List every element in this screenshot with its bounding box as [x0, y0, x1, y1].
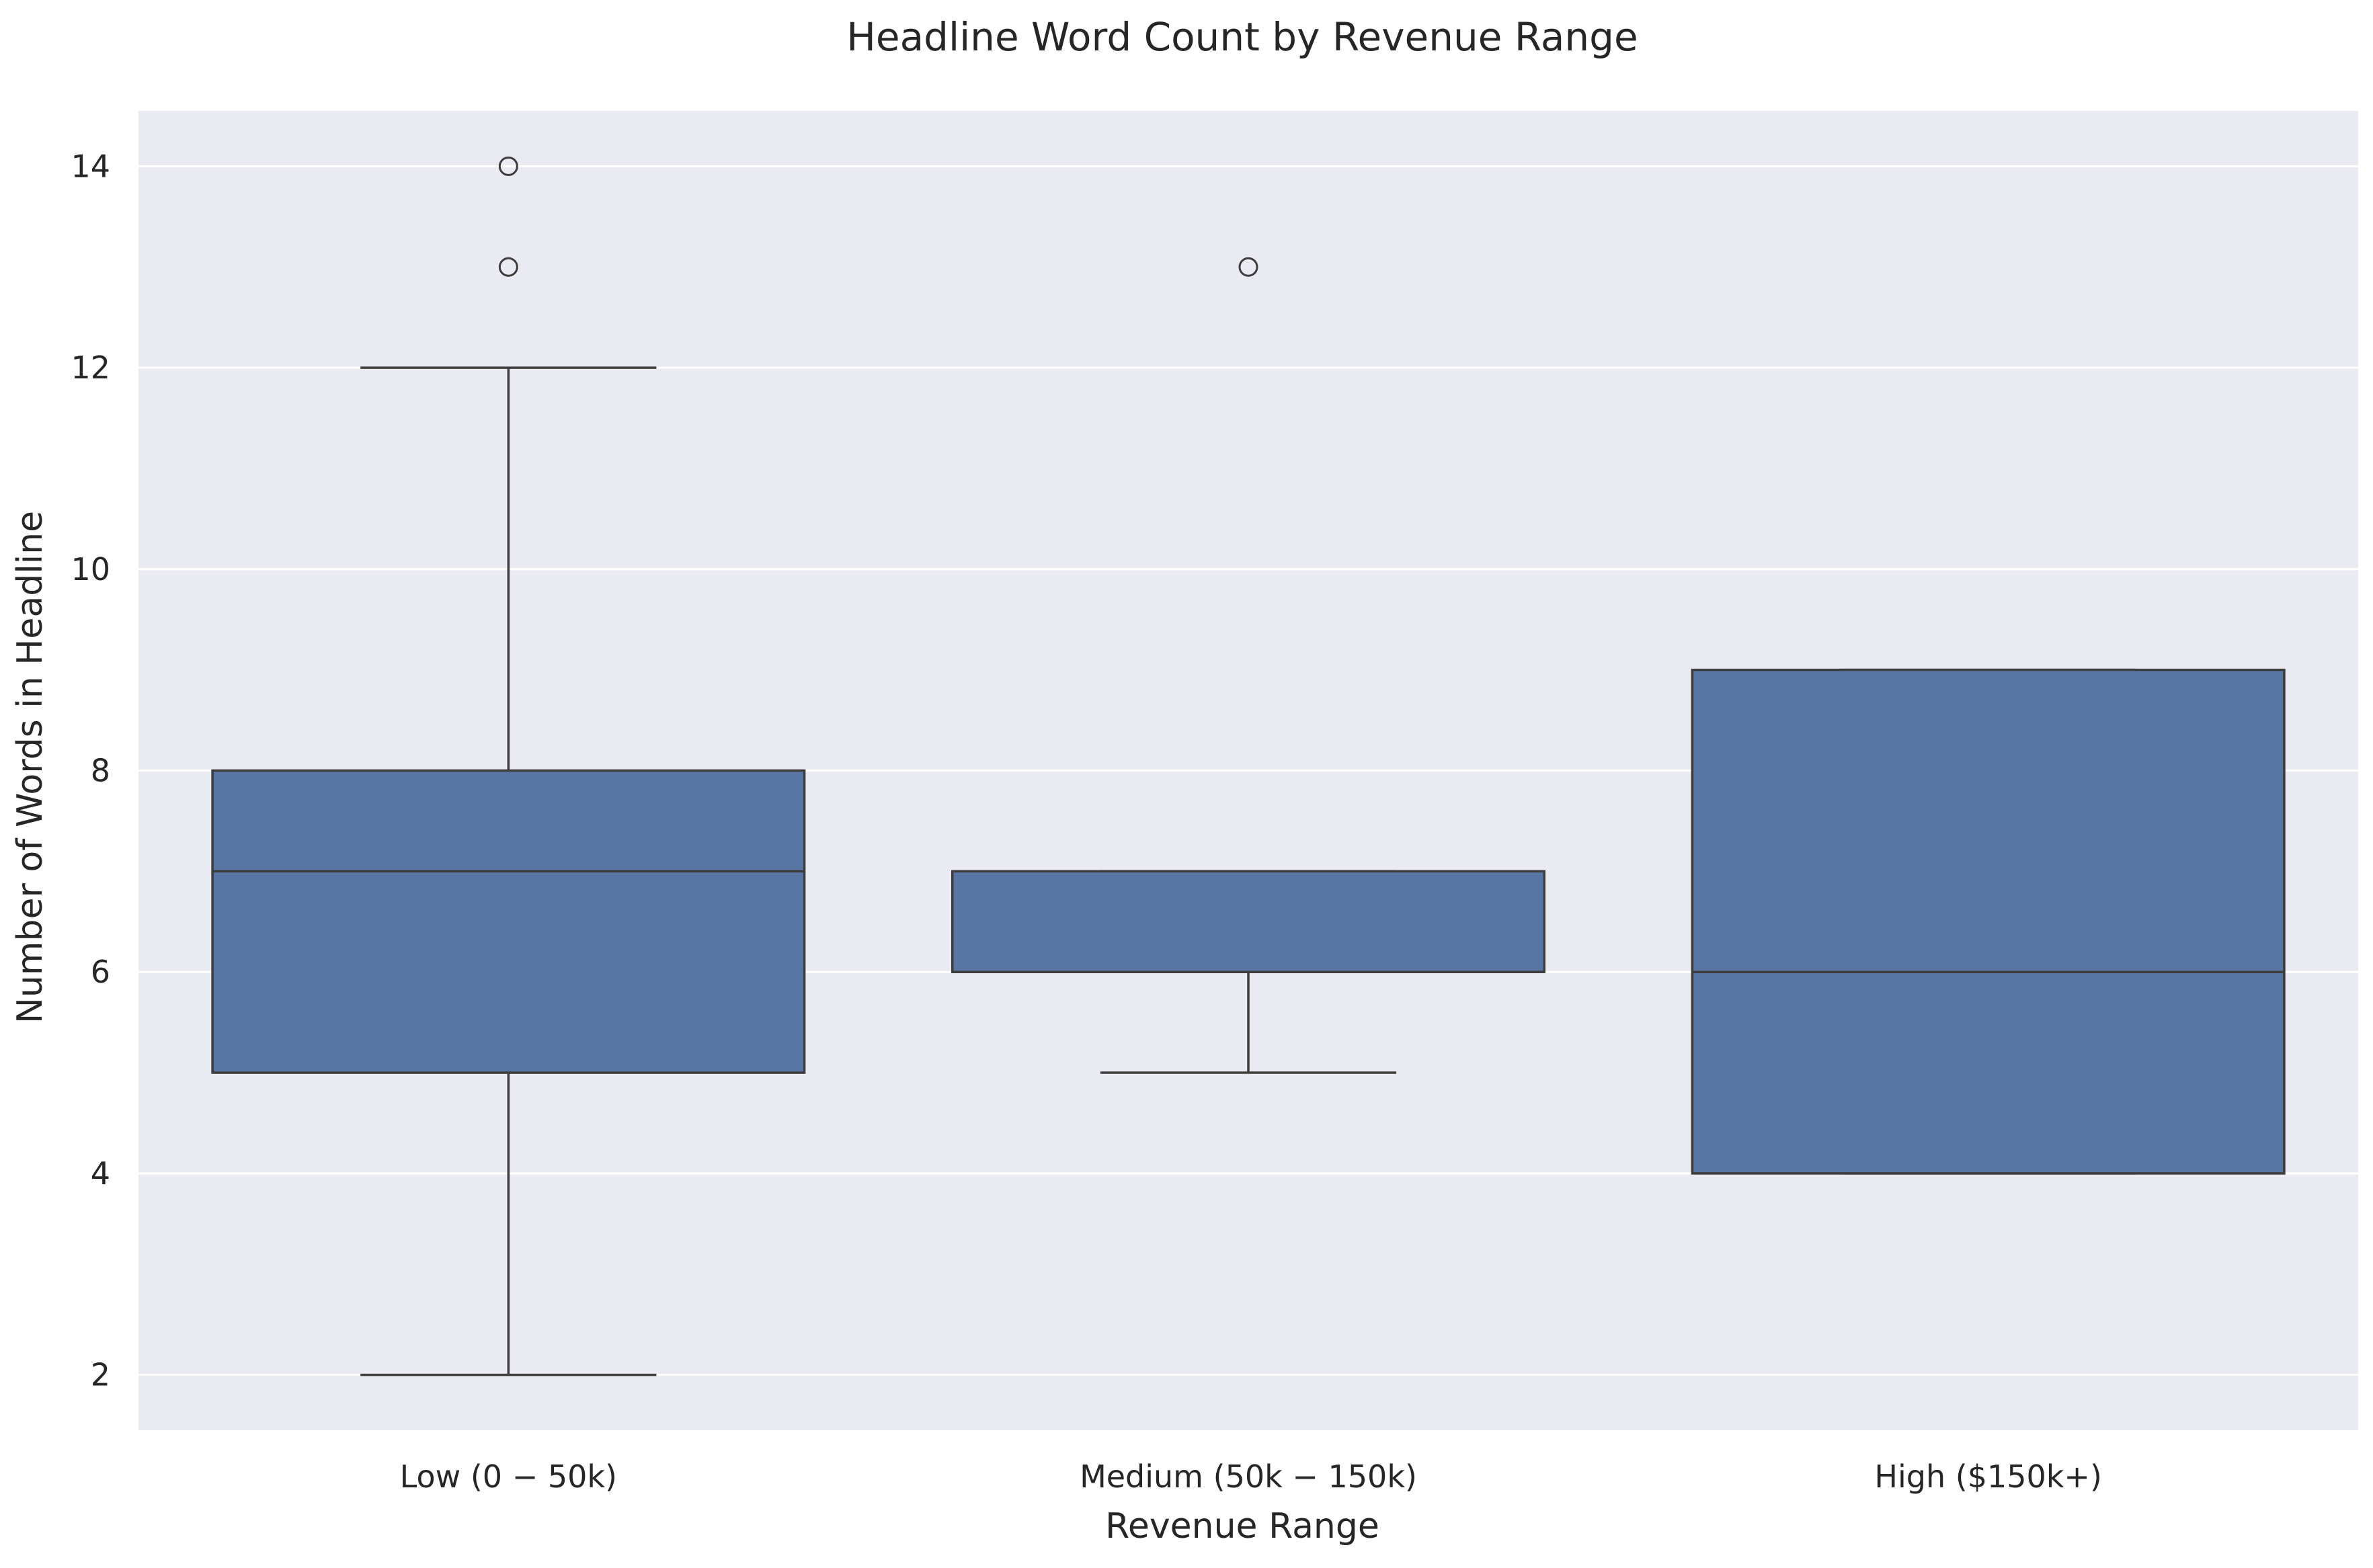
y-tick-label: 4 [91, 1155, 110, 1192]
outlier-point [498, 257, 518, 277]
x-tick-label: Low (0 − 50k) [400, 1458, 617, 1495]
box-iqr [951, 870, 1546, 973]
box-iqr [1691, 668, 2286, 1175]
outlier-point [1238, 257, 1258, 277]
y-tick-label: 14 [71, 148, 110, 184]
x-axis-title: Revenue Range [1105, 1506, 1379, 1546]
y-axis-ticks: 2 4 6 8 10 12 14 [71, 148, 110, 1393]
outlier-point [498, 156, 518, 176]
box-group [1691, 668, 2286, 1175]
y-tick-label: 12 [71, 349, 110, 386]
y-tick-label: 10 [71, 551, 110, 587]
y-tick-label: 8 [91, 753, 110, 789]
box-group [951, 257, 1546, 1074]
y-axis-title: Number of Words in Headline [10, 511, 50, 1024]
y-tick-label: 2 [91, 1357, 110, 1393]
box-iqr [211, 769, 806, 1074]
box-layer [211, 156, 2286, 1376]
x-tick-label: High ($150k+) [1874, 1458, 2102, 1495]
x-tick-label: Medium (50k − 150k) [1080, 1458, 1417, 1495]
box-group [211, 156, 806, 1376]
chart-title: Headline Word Count by Revenue Range [846, 14, 1638, 60]
x-axis-ticks: Low (0 − 50k) Medium (50k − 150k) High ($1… [400, 1458, 2102, 1495]
y-tick-label: 6 [91, 954, 110, 990]
